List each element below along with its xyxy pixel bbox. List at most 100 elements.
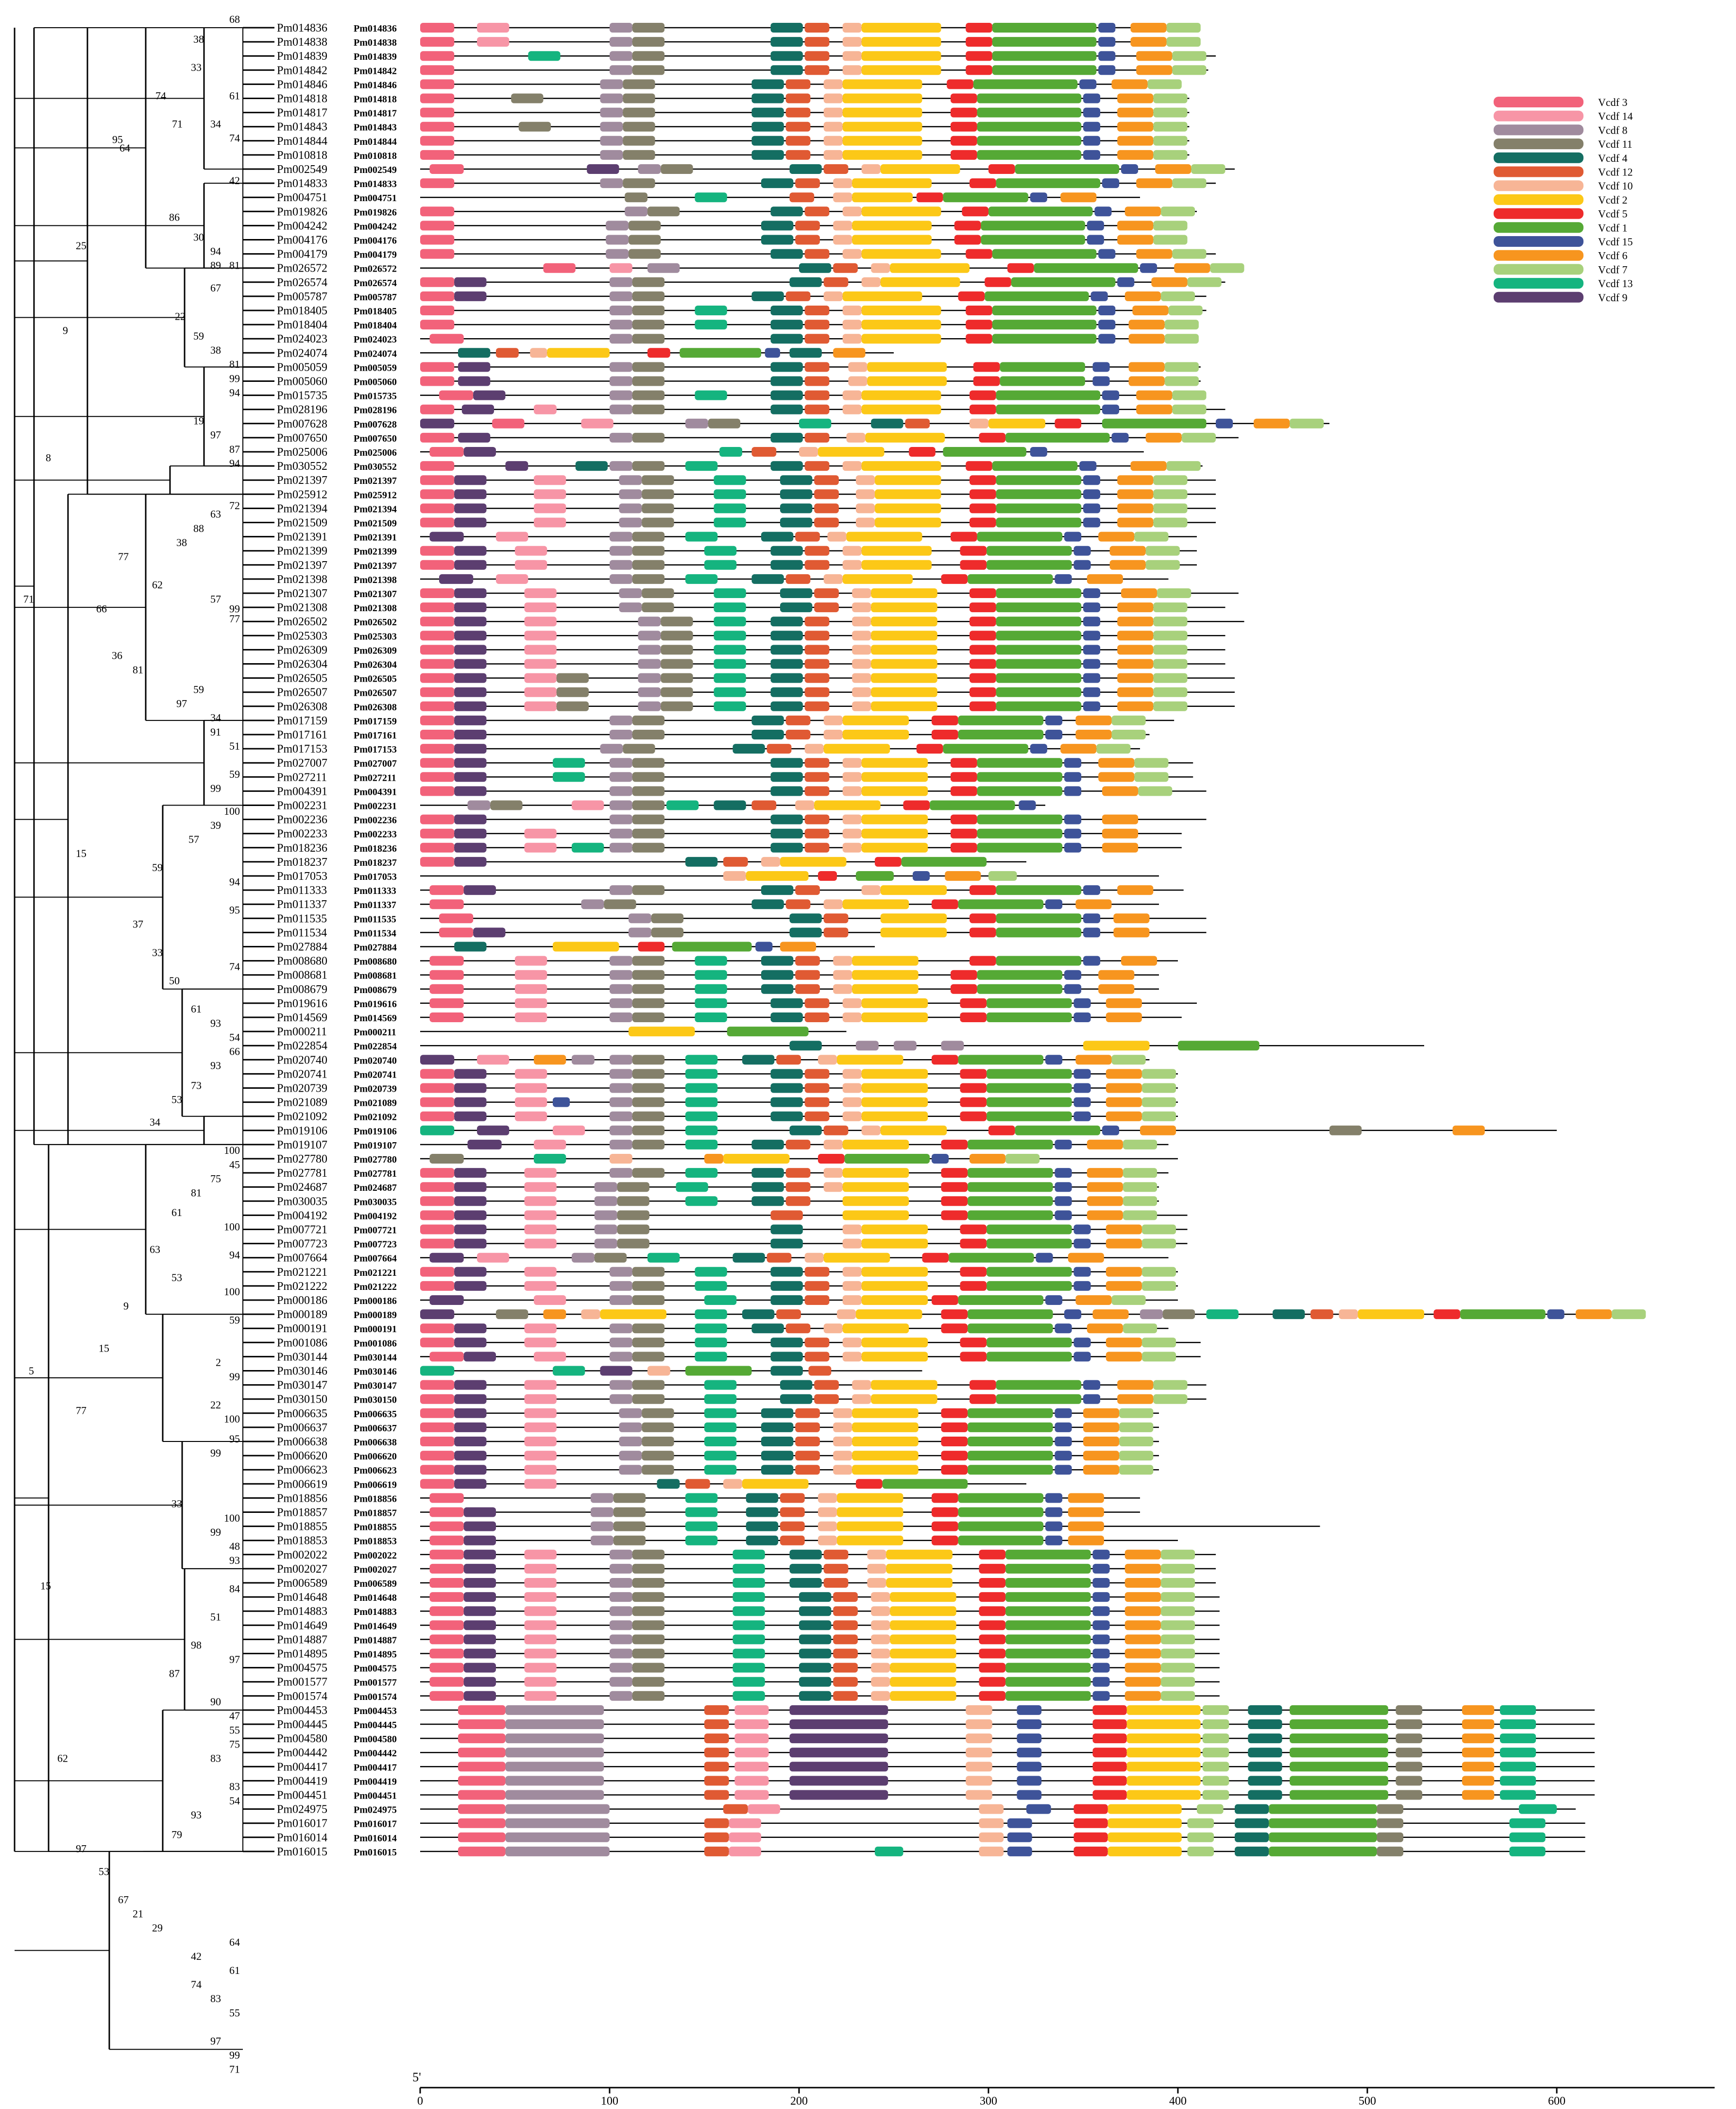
motif-box	[524, 1238, 557, 1249]
motif-track-row	[420, 1804, 1576, 1814]
motif-box	[966, 249, 992, 259]
legend-swatch	[1494, 236, 1583, 247]
motif-box	[695, 1352, 727, 1362]
motif-box	[979, 1846, 1004, 1856]
motif-box	[1117, 475, 1154, 485]
motif-box	[1509, 1832, 1546, 1842]
motif-box	[524, 1479, 557, 1489]
motif-box	[515, 984, 547, 994]
axis-tick-label: 600	[1548, 2095, 1566, 2108]
motif-box	[861, 1337, 928, 1348]
motif-box	[789, 1549, 822, 1560]
bootstrap-value: 72	[229, 499, 240, 512]
motif-box	[524, 659, 557, 669]
legend-swatch	[1494, 124, 1583, 136]
motif-box	[951, 107, 977, 118]
motif-box	[454, 588, 487, 598]
motif-box	[968, 1210, 1053, 1220]
motif-box	[1462, 1790, 1495, 1800]
motif-box	[420, 1267, 455, 1277]
motif-box	[852, 221, 932, 231]
motif-box	[1290, 1705, 1388, 1715]
motif-tracks	[420, 23, 1646, 1856]
motif-track-row	[420, 1252, 1169, 1263]
bootstrap-value: 94	[210, 245, 221, 257]
motif-box	[732, 1578, 765, 1588]
motif-box	[505, 1818, 610, 1828]
motif-track-row	[420, 517, 1216, 528]
motif-box	[420, 107, 455, 118]
motif-box	[842, 1111, 862, 1121]
motif-box	[420, 65, 455, 75]
motif-box	[770, 1238, 803, 1249]
motif-box	[960, 546, 987, 556]
motif-box	[420, 546, 455, 556]
bootstrap-value: 97	[76, 1843, 86, 1855]
bootstrap-value: 68	[229, 13, 240, 25]
motif-box	[515, 956, 547, 966]
tree-tip-label: Pm014844	[277, 135, 327, 148]
legend-swatch	[1494, 264, 1583, 275]
motif-box	[610, 334, 632, 344]
motif-track-row	[420, 1606, 1220, 1616]
motif-box	[861, 772, 928, 782]
motif-box	[632, 291, 665, 301]
motif-box	[770, 546, 803, 556]
motif-box	[600, 1366, 632, 1376]
tree-tip-label: Pm019616	[277, 997, 327, 1010]
motif-box	[581, 418, 613, 429]
motif-track-row	[420, 1168, 1169, 1178]
motif-box	[1083, 927, 1101, 938]
motif-box	[785, 1139, 811, 1149]
motif-box	[732, 1592, 765, 1602]
motif-box	[632, 1097, 665, 1107]
motif-box	[1083, 136, 1101, 146]
motif-box	[941, 1139, 968, 1149]
tree-tip-label: Pm025912	[277, 488, 327, 501]
track-label: Pm018236	[354, 843, 397, 854]
motif-box	[871, 1394, 937, 1404]
motif-box	[861, 1281, 928, 1291]
motif-box	[680, 348, 761, 358]
motif-box	[629, 249, 661, 259]
motif-box	[524, 1422, 557, 1432]
motif-box	[1153, 701, 1188, 711]
tree-tip-label: Pm002231	[277, 800, 327, 812]
motif-box	[1500, 1719, 1536, 1729]
motif-box	[732, 1563, 765, 1574]
motif-box	[454, 1083, 487, 1093]
motif-box	[842, 334, 862, 344]
motif-box	[977, 150, 1082, 160]
motif-box	[833, 1691, 858, 1701]
motif-box	[861, 546, 932, 556]
motif-box	[746, 1535, 779, 1545]
motif-box	[734, 1790, 769, 1800]
motif-box	[951, 970, 977, 980]
motif-box	[524, 1380, 557, 1390]
bootstrap-value: 64	[119, 142, 130, 154]
motif-box	[861, 65, 941, 75]
motif-box	[600, 150, 623, 160]
motif-box	[695, 1309, 727, 1320]
motif-box	[429, 1012, 464, 1022]
tree-tip-label: Pm020741	[277, 1068, 327, 1080]
motif-box	[818, 1507, 837, 1517]
motif-box	[981, 235, 1085, 245]
track-label: Pm005060	[354, 377, 397, 388]
tree-tip-label: Pm014839	[277, 50, 327, 63]
motif-box	[632, 376, 665, 386]
bootstrap-value: 9	[63, 324, 68, 336]
motif-box	[1151, 277, 1188, 287]
motif-box	[685, 1479, 710, 1489]
motif-box	[429, 1154, 464, 1164]
motif-box	[799, 418, 832, 429]
motif-box	[823, 1252, 890, 1263]
tree-tip-label: Pm024975	[277, 1803, 327, 1816]
motif-box	[477, 1252, 510, 1263]
motif-box	[647, 206, 680, 217]
motif-box	[1166, 37, 1201, 47]
bootstrap-value: 33	[171, 1498, 182, 1510]
motif-box	[632, 362, 665, 372]
motif-box	[943, 192, 1028, 203]
motif-box	[496, 574, 528, 584]
